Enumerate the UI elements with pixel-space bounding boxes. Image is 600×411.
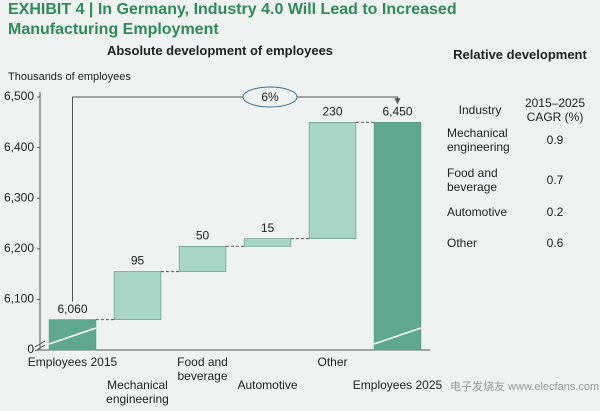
y-tick-label: 6,100: [4, 292, 34, 306]
table-cell: Other: [447, 236, 478, 250]
x-tick-label: Employees 2015: [27, 355, 118, 369]
axis-break: [34, 344, 46, 352]
table-cell: 0.9: [546, 133, 564, 147]
table-header: 2015–2025 CAGR (%): [524, 96, 586, 124]
watermark: 电子发烧友 www.elecfans.com: [450, 381, 600, 393]
annotation-arrow: [394, 98, 401, 105]
bar: [243, 238, 292, 247]
bar-break: [373, 327, 422, 345]
annotation-bubble: [242, 86, 298, 108]
chart-subtitle: Absolute development of employees: [106, 43, 334, 58]
x-tick-label: Other: [317, 355, 348, 369]
table-cell: 0.7: [546, 173, 564, 187]
value-label: 230: [322, 104, 342, 118]
table-title: Relative development: [453, 47, 587, 62]
bar: [308, 122, 357, 239]
bar: [48, 319, 97, 351]
table-cell: Mechanical engineering: [447, 126, 510, 154]
y-tick-label: 6,200: [4, 241, 34, 255]
value-label: 95: [131, 254, 145, 268]
y-tick-label: 6,300: [4, 190, 34, 204]
chart-title: EXHIBIT 4 | In Germany, Industry 4.0 Wil…: [8, 1, 457, 38]
bar-break: [48, 327, 97, 345]
bar: [113, 271, 162, 320]
x-tick-label: Food and beverage: [177, 355, 228, 383]
x-tick-label: Mechanical engineering: [106, 378, 169, 406]
x-tick-label: Employees 2025: [352, 378, 443, 392]
bar: [373, 122, 422, 351]
y-tick-label: 6,400: [4, 140, 34, 154]
annotation: 6%: [261, 90, 279, 104]
y-axis-label: Thousands of employees: [8, 71, 131, 83]
value-label: 6,060: [57, 302, 87, 316]
table-cell: Food and beverage: [447, 166, 498, 194]
value-label: 6,450: [382, 104, 412, 118]
value-label: 50: [196, 228, 210, 242]
y-tick-label: 0: [27, 342, 34, 356]
x-tick-label: Automotive: [237, 378, 298, 392]
value-label: 15: [261, 221, 275, 235]
y-tick-label: 6,500: [4, 89, 34, 103]
table-cell: Automotive: [447, 205, 508, 219]
table-cell: 0.6: [546, 236, 564, 250]
axis-break: [34, 340, 46, 348]
table-header: Industry: [458, 103, 502, 117]
bar: [178, 245, 227, 272]
table-cell: 0.2: [546, 205, 564, 219]
